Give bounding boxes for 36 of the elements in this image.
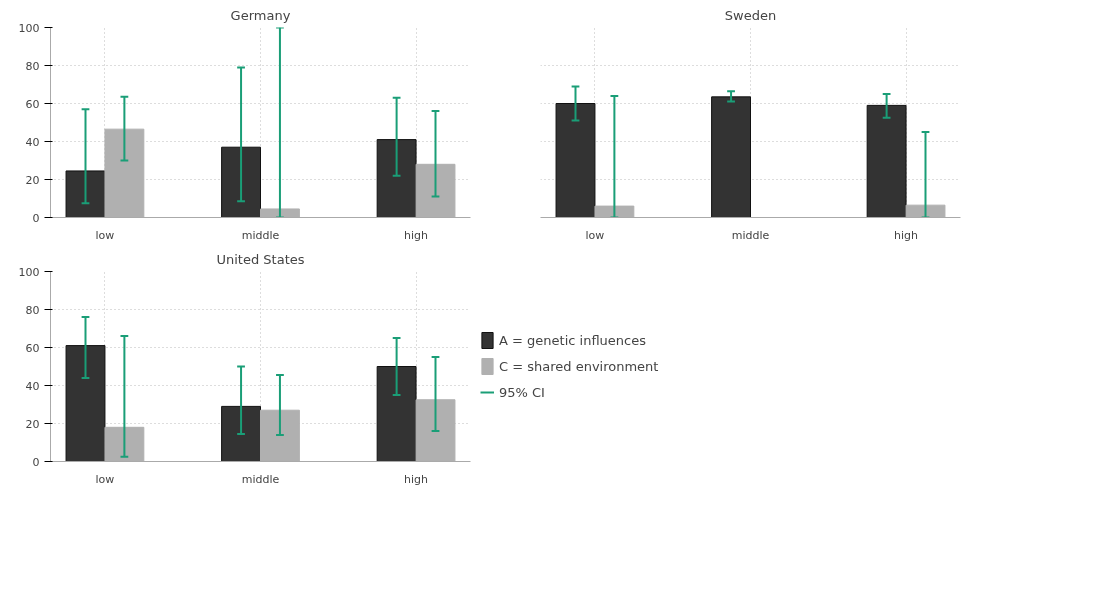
bar: [221, 146, 261, 218]
y-tick-label: 60: [25, 341, 40, 355]
bar: [221, 405, 261, 462]
bar: [866, 104, 907, 218]
y-tick-label: 20: [25, 173, 40, 187]
text: 95% CI: [499, 384, 545, 400]
bar: [376, 366, 417, 462]
y-tick-label: 40: [25, 135, 40, 149]
y-tick-label: 40: [25, 379, 40, 393]
y-tick-label: 80: [25, 59, 40, 73]
y-tick-label: 80: [25, 303, 40, 317]
x-tick-label: high: [404, 472, 429, 486]
chart-title: United States: [216, 251, 305, 267]
chart-title: Germany: [230, 7, 291, 23]
bar: [376, 139, 417, 218]
y-tick-label: 20: [25, 417, 40, 431]
x-tick-label: high: [404, 228, 429, 242]
bar: [555, 103, 596, 218]
x-tick-label: middle: [241, 228, 280, 242]
y-tick-label: 100: [18, 265, 40, 279]
x-tick-label: middle: [241, 472, 280, 486]
legend-label: A = genetic influences: [499, 332, 646, 348]
x-tick-label: middle: [731, 228, 770, 242]
x-tick-label: low: [95, 228, 115, 242]
y-tick-label: 100: [18, 21, 40, 35]
x-tick-label: low: [585, 228, 605, 242]
legend-label: C = shared environment: [499, 358, 659, 374]
y-tick-label: 0: [32, 211, 40, 225]
bar: [711, 96, 751, 218]
x-tick-label: high: [894, 228, 919, 242]
chart-title: Sweden: [724, 7, 777, 23]
y-tick-label: 60: [25, 97, 40, 111]
y-tick-label: 0: [32, 455, 40, 469]
bar: [65, 170, 106, 218]
bar: [65, 345, 106, 462]
x-tick-label: low: [95, 472, 115, 486]
